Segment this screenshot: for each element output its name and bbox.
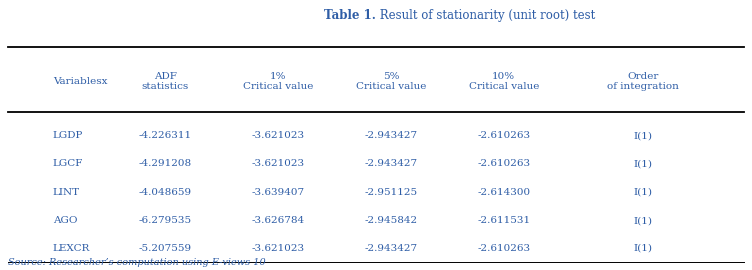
Text: -2.610263: -2.610263 <box>478 131 530 140</box>
Text: AGO: AGO <box>53 216 77 225</box>
Text: 10%
Critical value: 10% Critical value <box>468 72 539 91</box>
Text: 5%
Critical value: 5% Critical value <box>356 72 426 91</box>
Text: -5.207559: -5.207559 <box>139 244 192 253</box>
Text: -4.226311: -4.226311 <box>139 131 192 140</box>
Text: LEXCR: LEXCR <box>53 244 90 253</box>
Text: -2.943427: -2.943427 <box>365 159 417 168</box>
Text: LGCF: LGCF <box>53 159 83 168</box>
Text: -2.610263: -2.610263 <box>478 244 530 253</box>
Text: -2.943427: -2.943427 <box>365 244 417 253</box>
Text: -3.639407: -3.639407 <box>252 188 305 197</box>
Text: -4.291208: -4.291208 <box>139 159 192 168</box>
Text: I(1): I(1) <box>633 216 653 225</box>
Text: Table 1.: Table 1. <box>324 9 376 22</box>
Text: 1%
Critical value: 1% Critical value <box>243 72 314 91</box>
Text: I(1): I(1) <box>633 188 653 197</box>
Text: -2.611531: -2.611531 <box>478 216 530 225</box>
Text: -2.951125: -2.951125 <box>365 188 417 197</box>
Text: Variablesx: Variablesx <box>53 77 107 86</box>
Text: ADF
statistics: ADF statistics <box>142 72 189 91</box>
Text: I(1): I(1) <box>633 159 653 168</box>
Text: I(1): I(1) <box>633 131 653 140</box>
Text: -4.048659: -4.048659 <box>139 188 192 197</box>
Text: -6.279535: -6.279535 <box>139 216 192 225</box>
Text: Result of stationarity (unit root) test: Result of stationarity (unit root) test <box>376 9 596 22</box>
Text: Source: Researcher’s computation using E-views 10: Source: Researcher’s computation using E… <box>8 258 265 267</box>
Text: Order
of integration: Order of integration <box>607 72 679 91</box>
Text: -2.945842: -2.945842 <box>365 216 417 225</box>
Text: -3.621023: -3.621023 <box>252 131 305 140</box>
Text: -3.621023: -3.621023 <box>252 159 305 168</box>
Text: LINT: LINT <box>53 188 80 197</box>
Text: -2.943427: -2.943427 <box>365 131 417 140</box>
Text: -3.626784: -3.626784 <box>252 216 305 225</box>
Text: I(1): I(1) <box>633 244 653 253</box>
Text: LGDP: LGDP <box>53 131 83 140</box>
Text: -2.614300: -2.614300 <box>478 188 530 197</box>
Text: -2.610263: -2.610263 <box>478 159 530 168</box>
Text: -3.621023: -3.621023 <box>252 244 305 253</box>
